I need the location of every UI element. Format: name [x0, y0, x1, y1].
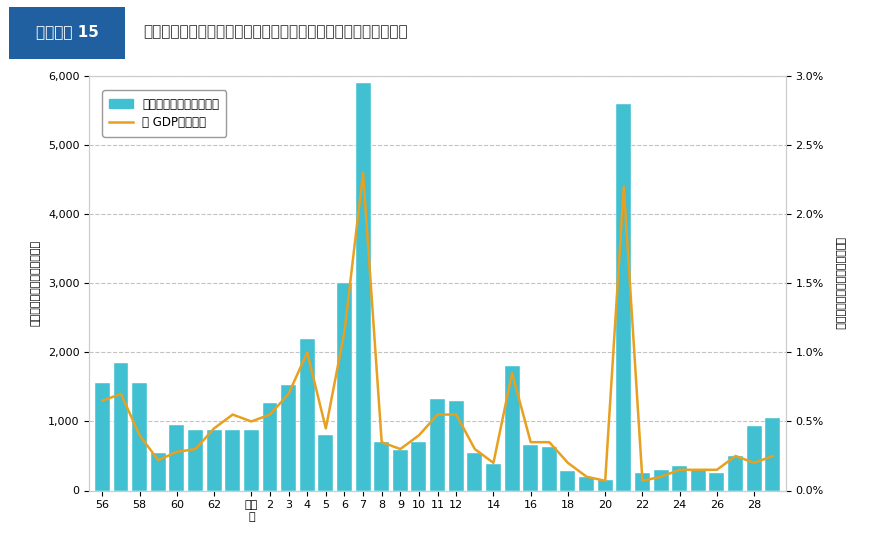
- Bar: [542, 447, 556, 490]
- Bar: [225, 431, 240, 490]
- Bar: [616, 104, 631, 490]
- Bar: [486, 464, 501, 491]
- Bar: [244, 431, 259, 490]
- FancyBboxPatch shape: [9, 7, 125, 59]
- Bar: [523, 445, 538, 490]
- Y-axis label: 国内総生産に対する比率（％）: 国内総生産に対する比率（％）: [835, 237, 845, 330]
- Bar: [580, 477, 594, 490]
- Bar: [188, 431, 203, 490]
- Bar: [672, 467, 687, 490]
- Bar: [765, 418, 780, 490]
- Bar: [561, 471, 575, 490]
- Bar: [132, 384, 147, 490]
- Bar: [449, 401, 463, 490]
- Bar: [709, 473, 724, 490]
- Bar: [467, 452, 482, 490]
- Bar: [430, 399, 445, 490]
- Bar: [728, 456, 743, 490]
- Text: 附属資料 15: 附属資料 15: [36, 24, 98, 39]
- Bar: [95, 384, 110, 490]
- Bar: [691, 470, 705, 491]
- Bar: [393, 450, 408, 491]
- Bar: [355, 83, 371, 490]
- Bar: [747, 426, 762, 490]
- Bar: [654, 470, 669, 491]
- Bar: [170, 425, 184, 490]
- Legend: 施設等被害額（十億円）, 対 GDP比（％）: 施設等被害額（十億円）, 対 GDP比（％）: [102, 90, 227, 137]
- Y-axis label: 施設関係等被害額（十億円）: 施設関係等被害額（十億円）: [31, 240, 41, 326]
- Bar: [597, 480, 613, 490]
- Bar: [113, 363, 129, 490]
- Bar: [263, 403, 278, 490]
- Bar: [281, 385, 296, 490]
- Bar: [337, 283, 352, 490]
- Bar: [300, 338, 314, 490]
- Bar: [206, 431, 221, 490]
- Bar: [412, 442, 426, 490]
- Bar: [505, 366, 520, 490]
- Bar: [319, 435, 333, 490]
- Bar: [151, 452, 166, 490]
- Text: 施設関係等被害額及び同被害額の国内総生産に対する比率の推移: 施設関係等被害額及び同被害額の国内総生産に対する比率の推移: [143, 24, 407, 39]
- Bar: [635, 473, 650, 490]
- Bar: [374, 442, 389, 490]
